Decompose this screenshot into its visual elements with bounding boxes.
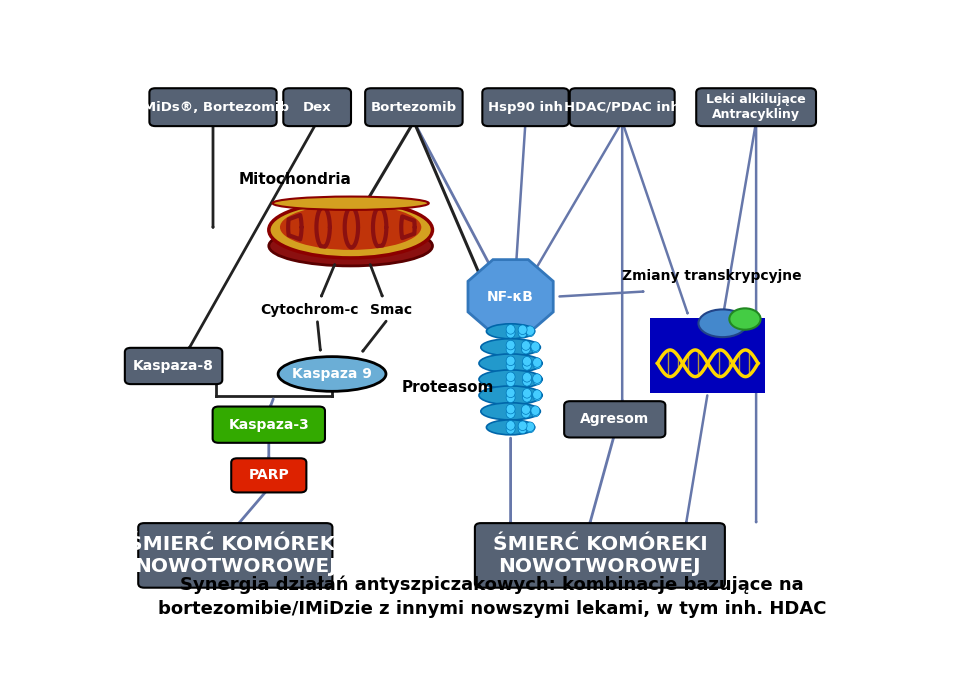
Ellipse shape: [521, 344, 530, 354]
Ellipse shape: [506, 393, 516, 403]
Text: Leki alkilujące
Antracykliny: Leki alkilujące Antracykliny: [707, 93, 806, 121]
Ellipse shape: [699, 309, 747, 337]
FancyBboxPatch shape: [138, 523, 332, 588]
Ellipse shape: [506, 356, 516, 366]
FancyBboxPatch shape: [283, 88, 351, 126]
Ellipse shape: [518, 325, 527, 335]
Ellipse shape: [481, 403, 540, 420]
FancyBboxPatch shape: [569, 88, 675, 126]
Ellipse shape: [506, 328, 516, 338]
Bar: [650, 318, 765, 393]
Ellipse shape: [531, 407, 540, 416]
Text: ŚMIERĆ KOMÓREKI
NOWOTWOROWEJ: ŚMIERĆ KOMÓREKI NOWOTWOROWEJ: [128, 535, 343, 576]
Ellipse shape: [506, 404, 516, 414]
Ellipse shape: [521, 405, 530, 414]
Text: Synergia działań antyszpiczakowych: kombinacje bazujące na
bortezomibie/IMiDzie : Synergia działań antyszpiczakowych: komb…: [157, 575, 827, 617]
Ellipse shape: [522, 356, 532, 366]
Ellipse shape: [518, 328, 527, 337]
FancyBboxPatch shape: [696, 88, 816, 126]
Ellipse shape: [487, 420, 535, 435]
Ellipse shape: [273, 197, 429, 210]
Text: Cytochrom-c: Cytochrom-c: [260, 303, 359, 317]
Ellipse shape: [278, 357, 386, 392]
Ellipse shape: [521, 408, 530, 418]
Text: Dex: Dex: [302, 100, 331, 114]
Text: HDAC/PDAC inh: HDAC/PDAC inh: [564, 100, 680, 114]
Ellipse shape: [522, 389, 532, 398]
FancyBboxPatch shape: [365, 88, 463, 126]
Text: PARP: PARP: [249, 468, 289, 482]
Ellipse shape: [518, 421, 527, 430]
Text: Kaspaza-3: Kaspaza-3: [228, 418, 309, 432]
FancyBboxPatch shape: [231, 458, 306, 493]
Ellipse shape: [533, 374, 541, 383]
Ellipse shape: [479, 370, 542, 389]
Text: Mitochondria: Mitochondria: [238, 173, 351, 187]
Ellipse shape: [533, 376, 541, 385]
Text: Kaspaza-8: Kaspaza-8: [133, 359, 214, 373]
FancyBboxPatch shape: [564, 401, 665, 437]
Ellipse shape: [479, 386, 542, 405]
Ellipse shape: [525, 326, 535, 335]
Text: Bortezomib: Bortezomib: [371, 100, 457, 114]
Text: Kaspaza 9: Kaspaza 9: [292, 367, 372, 381]
Ellipse shape: [525, 422, 535, 432]
Ellipse shape: [533, 359, 541, 369]
Ellipse shape: [522, 360, 532, 370]
FancyBboxPatch shape: [475, 523, 725, 588]
Ellipse shape: [522, 376, 532, 386]
Text: Agresom: Agresom: [580, 412, 649, 426]
Ellipse shape: [531, 343, 540, 353]
Ellipse shape: [280, 204, 421, 250]
Text: Zmiany transkrypcyjne: Zmiany transkrypcyjne: [622, 270, 802, 283]
Ellipse shape: [506, 421, 516, 430]
Ellipse shape: [522, 392, 532, 402]
Ellipse shape: [506, 340, 516, 350]
Text: IMiDs®, Bortezomib: IMiDs®, Bortezomib: [137, 100, 289, 114]
Ellipse shape: [506, 409, 516, 419]
Ellipse shape: [506, 361, 516, 371]
Ellipse shape: [506, 388, 516, 398]
Text: Smac: Smac: [371, 303, 413, 317]
Polygon shape: [468, 260, 553, 333]
Ellipse shape: [269, 202, 432, 258]
Ellipse shape: [506, 324, 516, 334]
Ellipse shape: [730, 308, 760, 330]
Ellipse shape: [531, 406, 540, 415]
Text: Hsp90 inh: Hsp90 inh: [488, 100, 563, 114]
Ellipse shape: [487, 324, 535, 339]
FancyBboxPatch shape: [212, 407, 325, 443]
FancyBboxPatch shape: [482, 88, 568, 126]
Ellipse shape: [506, 377, 516, 387]
Ellipse shape: [506, 344, 516, 354]
Text: Proteasom: Proteasom: [401, 380, 493, 395]
Ellipse shape: [269, 226, 432, 266]
Ellipse shape: [533, 389, 541, 399]
Ellipse shape: [533, 358, 541, 367]
Ellipse shape: [522, 373, 532, 382]
FancyBboxPatch shape: [150, 88, 276, 126]
Ellipse shape: [481, 339, 540, 356]
Ellipse shape: [533, 392, 541, 401]
Ellipse shape: [525, 423, 535, 432]
Ellipse shape: [521, 341, 530, 350]
Ellipse shape: [525, 327, 535, 337]
Ellipse shape: [531, 342, 540, 351]
Text: NF-κB: NF-κB: [487, 290, 534, 304]
Ellipse shape: [506, 424, 516, 434]
FancyBboxPatch shape: [125, 348, 223, 384]
Text: ŚMIERĆ KOMÓREKI
NOWOTWOROWEJ: ŚMIERĆ KOMÓREKI NOWOTWOROWEJ: [492, 535, 708, 576]
Ellipse shape: [506, 372, 516, 382]
Ellipse shape: [518, 424, 527, 434]
Ellipse shape: [479, 354, 542, 373]
